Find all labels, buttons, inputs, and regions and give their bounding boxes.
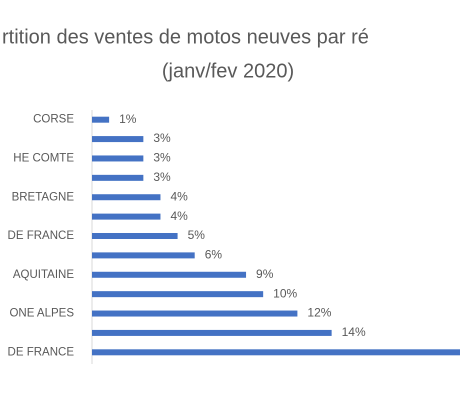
data-label: 3%: [153, 131, 171, 145]
bar: [92, 252, 195, 259]
bar: [92, 271, 247, 278]
bar: [92, 116, 110, 123]
data-label: 3%: [153, 151, 171, 165]
data-label: 4%: [170, 189, 188, 203]
data-label: 3%: [153, 170, 171, 184]
data-label: 12%: [307, 306, 331, 320]
bar: [92, 291, 264, 298]
data-label: 1%: [119, 112, 137, 126]
y-tick-label: AQUITAINE: [13, 269, 74, 281]
bar: [92, 213, 161, 220]
bar: [92, 349, 460, 356]
y-tick-label: HE COMTE: [13, 152, 74, 164]
data-label: 9%: [256, 267, 274, 281]
data-label: 4%: [170, 209, 188, 223]
data-label: 5%: [188, 228, 206, 242]
data-label: 14%: [342, 325, 366, 339]
bar: [92, 310, 298, 317]
bar: [92, 329, 332, 336]
y-tick-label: BRETAGNE: [12, 191, 75, 203]
bar: [92, 136, 144, 143]
chart-title: rtition des ventes de motos neuves par r…: [2, 26, 369, 48]
bar: [92, 174, 144, 181]
y-tick-label: CORSE: [33, 114, 74, 126]
y-tick-label: DE FRANCE: [8, 346, 75, 358]
bar: [92, 194, 161, 201]
chart-subtitle: (janv/fev 2020): [162, 60, 294, 82]
data-label: 10%: [273, 286, 297, 300]
bar: [92, 233, 178, 239]
data-label: 6%: [205, 248, 223, 262]
bar: [92, 155, 144, 162]
y-tick-label: ONE ALPES: [9, 308, 74, 320]
y-tick-label: DE FRANCE: [8, 230, 75, 242]
